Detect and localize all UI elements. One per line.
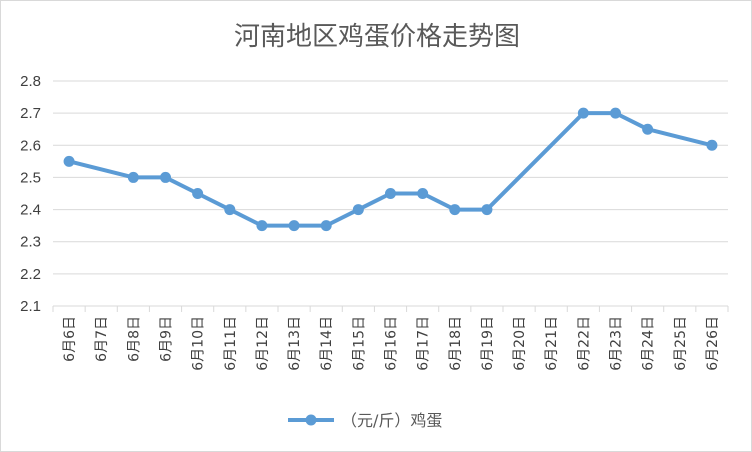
y-tick-label: 2.3 <box>20 234 41 251</box>
data-point <box>706 139 718 151</box>
y-tick-label: 2.4 <box>20 202 41 219</box>
x-tick-label: 6月8日 <box>126 316 142 362</box>
data-point <box>256 220 268 232</box>
x-tick-label: 6月7日 <box>94 316 110 362</box>
x-tick-label: 6月6日 <box>62 316 78 362</box>
legend-label: （元/斤）鸡蛋 <box>341 411 442 430</box>
x-axis <box>52 305 729 312</box>
data-point <box>642 123 654 135</box>
x-tick-label: 6月9日 <box>159 316 175 362</box>
data-point <box>192 188 204 199</box>
x-tick-label: 6月18日 <box>448 316 464 371</box>
data-point <box>385 188 396 199</box>
series-layer <box>63 107 718 232</box>
x-tick-label: 6月17日 <box>416 316 432 371</box>
x-tick-label: 6月11日 <box>223 316 239 371</box>
data-point <box>160 171 171 183</box>
series-line <box>67 111 714 228</box>
data-point <box>610 107 621 119</box>
legend: （元/斤）鸡蛋 <box>288 411 442 430</box>
x-tick-label: 6月16日 <box>384 316 400 371</box>
x-tick-label: 6月19日 <box>480 316 496 371</box>
data-point <box>224 204 236 216</box>
data-point <box>127 171 139 183</box>
data-point <box>449 204 461 216</box>
data-point <box>417 188 429 199</box>
x-tick-label: 6月12日 <box>255 316 271 371</box>
data-point <box>63 155 75 167</box>
y-axis-ticks: 2.1 2.2 2.3 2.4 2.5 2.6 2.7 2.8 <box>20 73 41 315</box>
y-tick-label: 2.6 <box>20 137 41 154</box>
data-point <box>577 107 589 119</box>
x-tick-label: 6月15日 <box>351 316 367 371</box>
x-tick-label: 6月23日 <box>609 316 625 371</box>
legend-marker-swatch <box>305 414 317 426</box>
y-tick-label: 2.2 <box>20 266 41 283</box>
data-point <box>352 204 364 216</box>
chart-title: 河南地区鸡蛋价格走势图 <box>234 22 520 52</box>
x-tick-label: 6月10日 <box>191 316 207 371</box>
x-tick-label: 6月21日 <box>544 316 560 371</box>
x-tick-label: 6月20日 <box>512 316 528 371</box>
data-point <box>481 204 493 216</box>
y-tick-label: 2.8 <box>20 73 41 90</box>
x-tick-label: 6月22日 <box>576 316 592 371</box>
data-point <box>288 220 300 232</box>
x-tick-label: 6月25日 <box>673 316 689 371</box>
x-tick-label: 6月26日 <box>705 316 721 371</box>
y-tick-label: 2.7 <box>20 105 41 122</box>
data-point <box>320 220 332 232</box>
x-axis-ticks: 6月6日 6月7日 6月8日 6月9日 6月10日 6月11日 6月12日 6月13日 6月14… <box>62 316 721 371</box>
x-tick-label: 6月24日 <box>641 316 657 371</box>
x-tick-label: 6月13日 <box>287 316 303 371</box>
x-tick-label: 6月14日 <box>319 316 335 371</box>
y-tick-label: 2.5 <box>20 169 41 186</box>
y-tick-label: 2.1 <box>20 298 41 315</box>
